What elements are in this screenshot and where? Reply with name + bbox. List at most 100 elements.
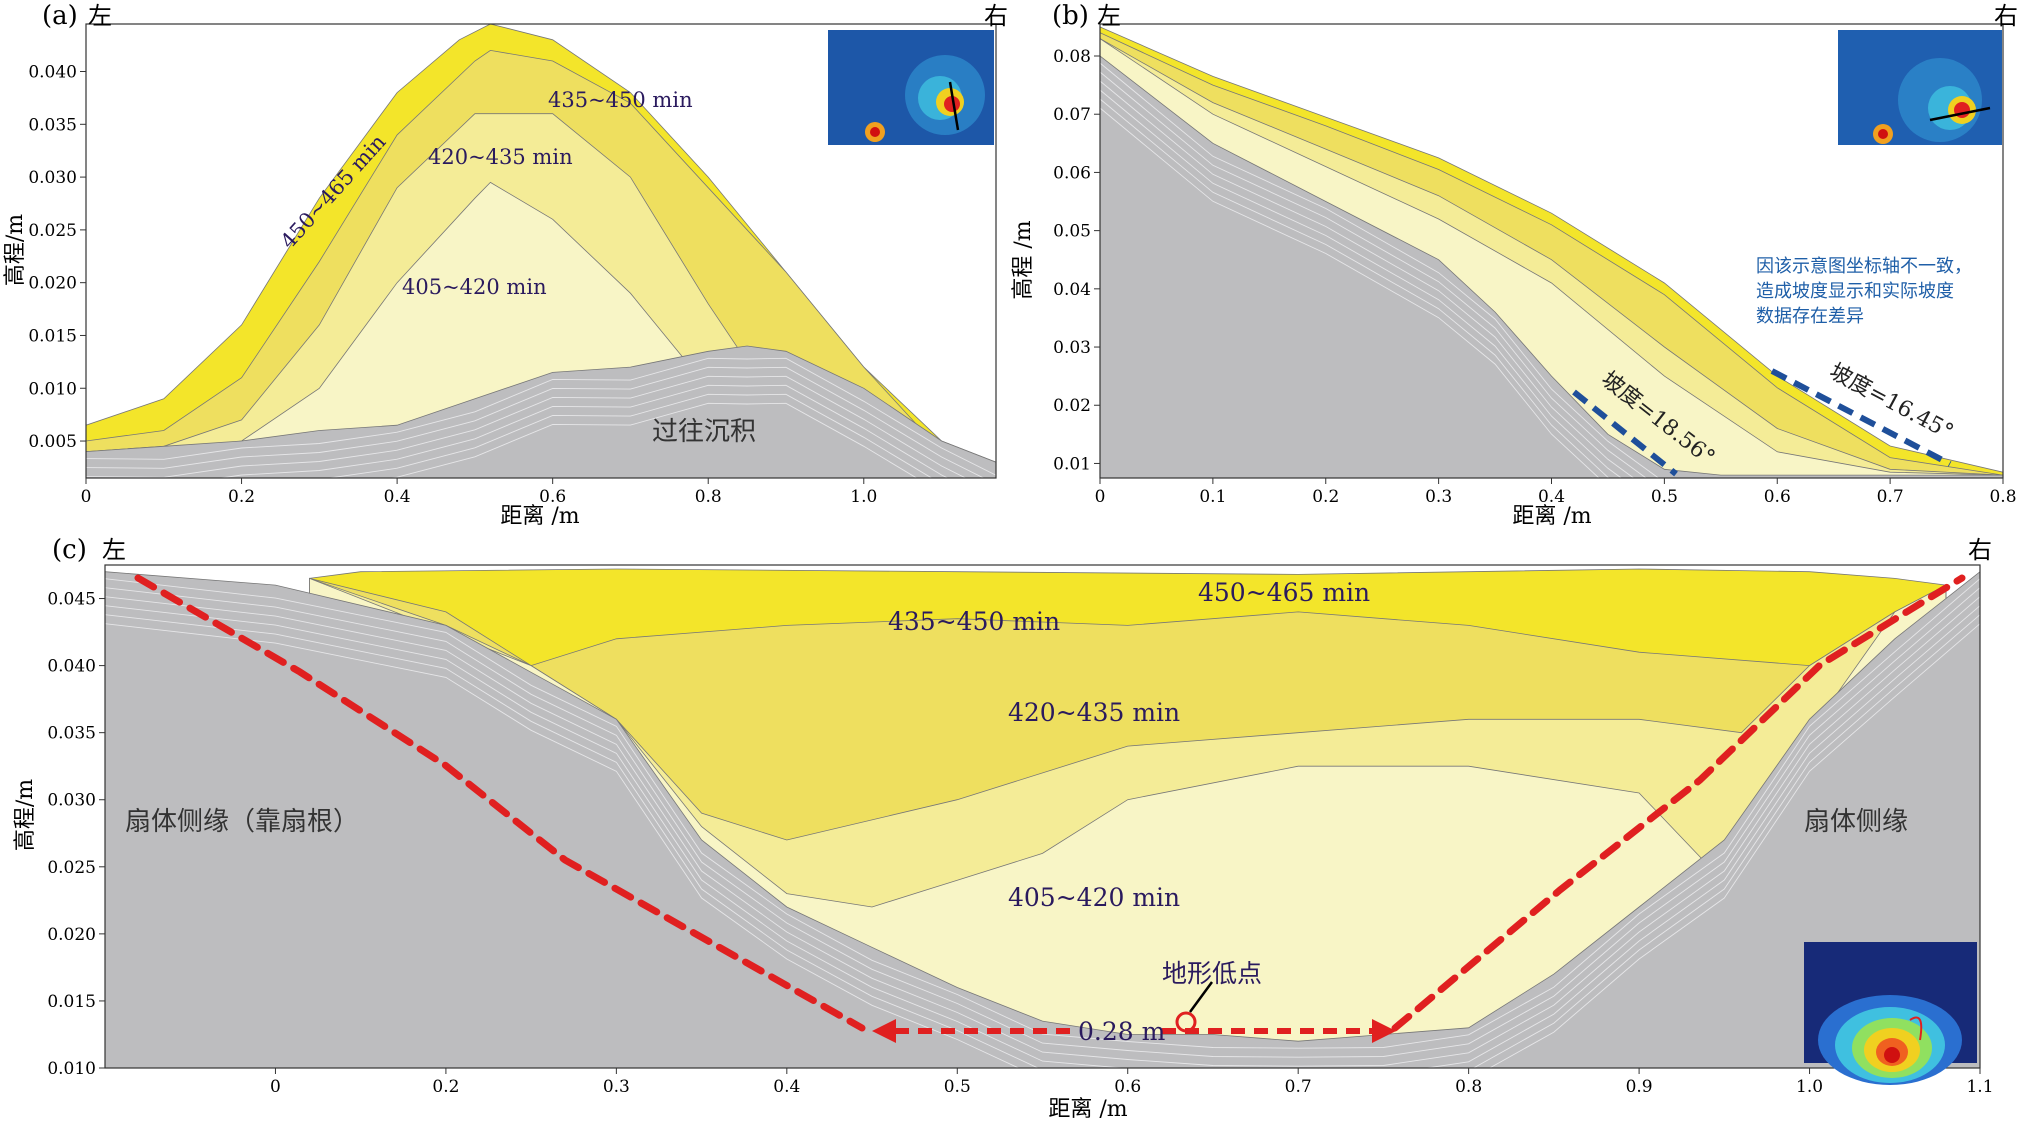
panel-c-low-point-leader [1188,981,1214,1013]
panel-a-xtick-label: 0 [81,487,92,507]
panel-c-xtick-label: 1.1 [1966,1077,1993,1097]
panel-a-right-label: 右 [984,2,1008,30]
panel-b-bands [1100,26,2003,478]
panel-b-inset [1838,30,2002,145]
panel-c-layer-line [105,587,1980,1058]
panel-b-xtick-label: 0.6 [1764,487,1791,507]
panel-b-xtick-label: 0.2 [1312,487,1339,507]
panel-c: (c) 左 右 0 0.2 0.3 0.4 0.5 0.6 0.7 0.8 0.9 1.0 1.10… [13,535,1994,1121]
panel-a-ytick-label: 0.015 [28,326,77,346]
panel-b-layer-line [1100,71,1647,478]
panel-c-ytick-label: 0.015 [47,992,96,1012]
panel-c-ytick-label: 0.020 [47,925,96,945]
panel-a-xtick-label: 0.6 [539,487,566,507]
panel-c-label-405-420: 405~420 min [1008,883,1180,912]
panel-b-ytick-label: 0.08 [1053,47,1091,67]
panel-c-envelope-left [134,574,866,1032]
panel-b-note-line-2: 造成坡度显示和实际坡度 [1756,281,1954,302]
panel-a-layer-line [388,402,918,478]
panel-c-xtick-label: 0.9 [1626,1077,1653,1097]
panel-a-xtick-label: 0.2 [228,487,255,507]
panel-c-ticks: 0 0.2 0.3 0.4 0.5 0.6 0.7 0.8 0.9 1.0 1.1 0.010 0.01… [47,590,1993,1097]
panel-b-xtick-label: 0.5 [1651,487,1678,507]
panel-c-ytick-label: 0.045 [47,590,96,610]
panel-c-right-label: 右 [1968,536,1992,564]
panel-c-label-420-435: 420~435 min [1008,698,1180,727]
panel-c-low-point-label: 地形低点 [1162,959,1262,988]
panel-a-label-405-420: 405~420 min [402,275,547,299]
panel-b-band-4 [1100,55,2003,478]
panel-b-layer-line [1100,107,1600,478]
panel-c-ytick-label: 0.035 [47,724,96,744]
panel-c-frame [104,564,1981,1069]
panel-c-xtick-label: 1.0 [1796,1077,1823,1097]
panel-b-ytick-label: 0.04 [1053,280,1091,300]
panel-c-left-label: 左 [102,536,126,564]
panel-b-layer-line [1100,98,1610,478]
panel-a-ytick-label: 0.040 [28,63,77,83]
panel-b-label: (b) [1052,1,1089,31]
panel-b-left-label: 左 [1097,2,1121,30]
panel-a-left-label: 左 [88,2,112,30]
panel-c-xtick-label: 0 [270,1077,281,1097]
panel-c-xtick-label: 0.6 [1114,1077,1141,1097]
panel-a-layer-line [217,384,949,478]
panel-c-xlabel: 距离 /m [1048,1097,1127,1121]
panel-c-xtick-label: 0.2 [432,1077,459,1097]
panel-a-label: (a) [42,1,78,31]
panel-b-layer-line [1100,89,1623,478]
panel-b: (b) 左 右 0 0.1 0.2 0.3 0.4 0.5 0.6 0.7 0.8 0.01 0.0… [1011,1,2018,529]
panel-b-layer-line [1100,62,1660,478]
panel-c-xtick-label: 0.8 [1455,1077,1482,1097]
panel-a-label-past-deposit: 过往沉积 [652,417,756,447]
panel-a-band-4 [86,345,996,478]
panel-a-xtick-label: 1.0 [850,487,877,507]
panel-a-layer-line [86,357,996,476]
panel-a-layer-line [326,393,933,478]
panel-a-bands [86,24,996,478]
panel-c-inset [1804,942,1977,1085]
panel-b-ticks: 0 0.1 0.2 0.3 0.4 0.5 0.6 0.7 0.8 0.01 0.02 0.03 0.0… [1053,47,2016,507]
panel-c-layer-line [105,614,1980,1068]
panel-a-frame [85,23,997,479]
panel-a-xtick-label: 0.8 [695,487,722,507]
panel-b-xtick-label: 0.7 [1877,487,1904,507]
panel-a-ylabel: 高程/m [3,214,28,286]
panel-a: (a) 左 右 0 0.2 0.4 0.6 0.8 1.00.0050.0100.0150… [3,1,1008,529]
panel-a-ytick-label: 0.025 [28,221,77,241]
panel-c-layer-line [105,623,1980,1068]
panel-c-label: (c) [52,535,87,565]
panel-c-xtick-label: 0.5 [944,1077,971,1097]
panel-c-xtick-label: 0.4 [773,1077,800,1097]
panel-b-ytick-label: 0.02 [1053,396,1091,416]
panel-a-ticks: 0 0.2 0.4 0.6 0.8 1.0 0.005 0.010 0.015 0.020 0.02… [28,63,877,507]
panel-b-ytick-label: 0.06 [1053,163,1091,183]
panel-b-xtick-label: 0.4 [1538,487,1565,507]
panel-a-xtick-label: 0.4 [384,487,411,507]
panel-b-layer-line [1100,80,1635,478]
panel-b-xtick-label: 0 [1095,487,1106,507]
panel-c-ytick-label: 0.040 [47,657,96,677]
panel-a-label-420-435: 420~435 min [428,145,573,169]
panel-c-width-label: 0.28 m [1078,1017,1166,1046]
panel-a-layer-line [86,375,967,478]
panel-c-ytick-label: 0.030 [47,791,96,811]
panel-a-layer-line [86,366,985,478]
panel-b-xtick-label: 0.1 [1199,487,1226,507]
panel-c-band-4 [105,571,1980,1068]
panel-b-slope-line-2 [1770,368,1952,467]
panel-a-ytick-label: 0.035 [28,115,77,135]
panel-c-ytick-label: 0.025 [47,858,96,878]
panel-a-label-435-450: 435~450 min [548,88,693,112]
panel-a-ytick-label: 0.030 [28,168,77,188]
panel-c-xtick-label: 0.3 [603,1077,630,1097]
panel-b-ytick-label: 0.01 [1053,454,1091,474]
panel-a-ytick-label: 0.005 [28,432,77,452]
panel-c-side-label-left: 扇体侧缘（靠扇根） [125,807,359,837]
panel-b-xlabel: 距离 /m [1512,504,1591,529]
panel-b-slope-line-1 [1572,389,1678,477]
panel-c-layer-line [105,605,1980,1068]
panel-c-layer-line [105,596,1980,1067]
panel-b-right-label: 右 [1994,2,2018,30]
panel-a-xlabel: 距离 /m [500,504,579,529]
